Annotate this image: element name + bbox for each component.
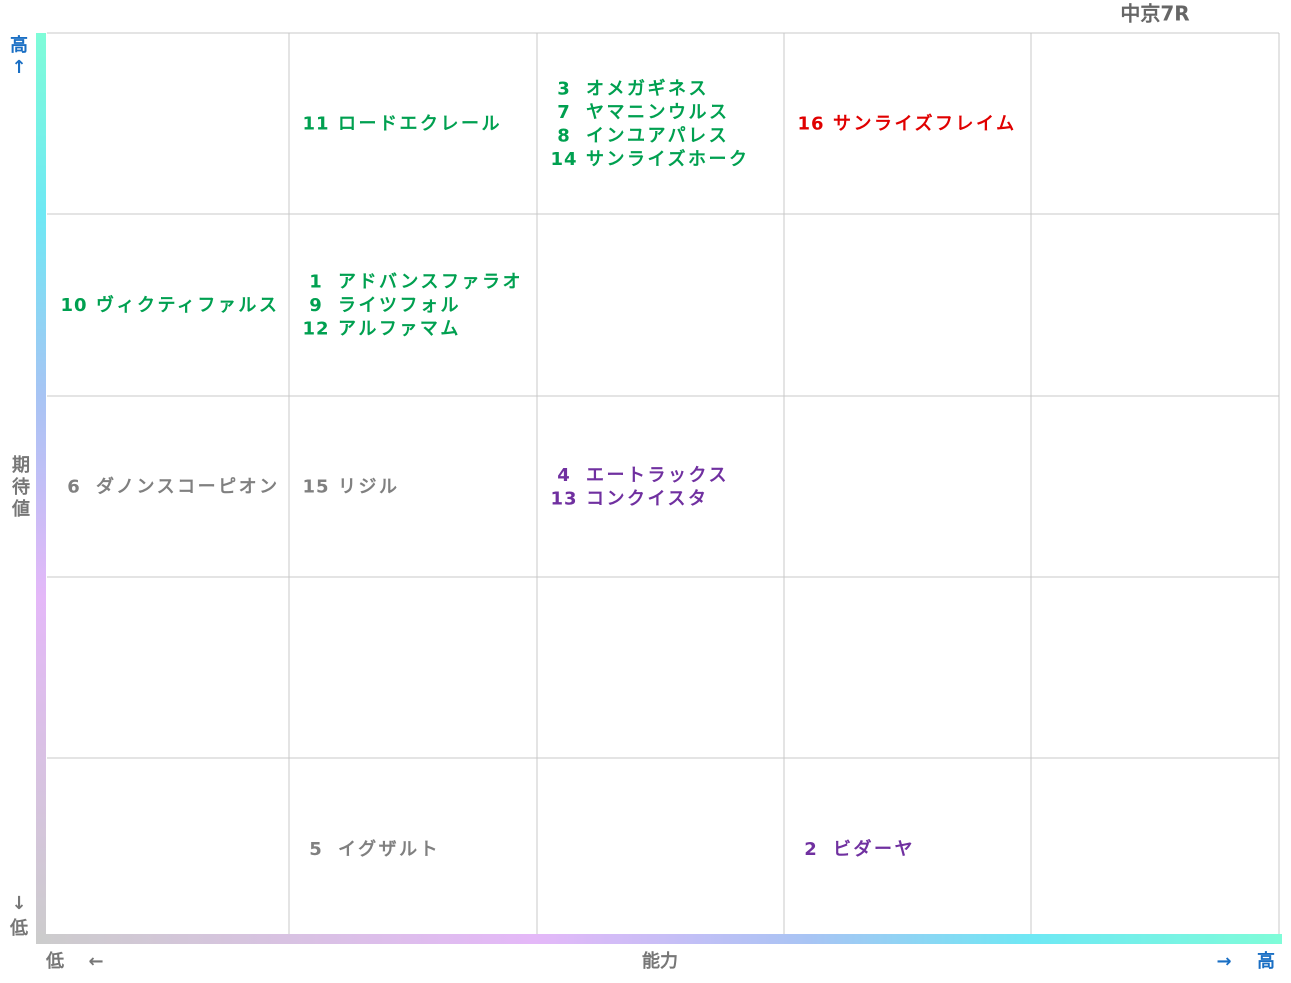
- y-high-arrow: ↑: [11, 57, 26, 78]
- entry-name: ヴィクティファルス: [96, 294, 279, 316]
- entry-number: 7: [557, 102, 571, 123]
- entry-number: 9: [309, 295, 323, 316]
- entry-number: 6: [67, 477, 81, 498]
- entry-name: サンライズフレイム: [833, 113, 1017, 135]
- entry-name: コンクイスタ: [586, 488, 708, 509]
- y-low-arrow: ↓: [11, 893, 26, 914]
- title: 中京7R: [1120, 2, 1189, 26]
- entry-number: 5: [309, 839, 323, 860]
- entry-number: 15: [302, 477, 329, 498]
- entry-name: インユアパレス: [586, 125, 729, 146]
- entry-name: アドバンスファラオ: [338, 272, 523, 293]
- entry-name: エートラックス: [586, 465, 729, 486]
- entry-number: 16: [797, 114, 824, 135]
- x-low: 低: [45, 950, 64, 972]
- entry-number: 12: [302, 319, 329, 340]
- entry-number: 2: [804, 839, 818, 860]
- entry-number: 3: [557, 78, 571, 99]
- grid-lines: [47, 32, 1280, 940]
- x-low-arrow: ←: [88, 951, 103, 972]
- x-axis-bar: [36, 934, 1282, 944]
- entry-name: ヤマニンウルス: [586, 102, 730, 123]
- entry-number: 10: [60, 295, 87, 316]
- x-high-arrow: →: [1216, 951, 1231, 972]
- entry-name: ライツフォル: [338, 295, 461, 316]
- entry-number: 4: [557, 465, 571, 486]
- entry-name: ビダーヤ: [833, 838, 915, 860]
- entry-name: アルファマム: [338, 319, 461, 340]
- entry-number: 13: [550, 488, 577, 509]
- y-low: 低: [9, 917, 28, 939]
- entry-name: サンライズホーク: [586, 148, 749, 170]
- entry-name: リジル: [338, 477, 400, 498]
- entry-name: イグザルト: [338, 838, 440, 860]
- x-label: 能力: [642, 950, 678, 972]
- y-label: 期待値: [9, 455, 31, 521]
- entry-name: オメガギネス: [586, 78, 709, 99]
- x-high: 高: [1257, 950, 1275, 972]
- entry-number: 8: [557, 125, 571, 146]
- entry-name: ダノンスコーピオン: [96, 476, 280, 498]
- y-high: 高: [10, 34, 28, 56]
- entry-name: ロードエクレール: [338, 114, 502, 135]
- entry-number: 14: [550, 149, 577, 170]
- entry-number: 1: [309, 272, 323, 293]
- entry-number: 11: [302, 114, 329, 135]
- y-axis-bar: [36, 33, 46, 943]
